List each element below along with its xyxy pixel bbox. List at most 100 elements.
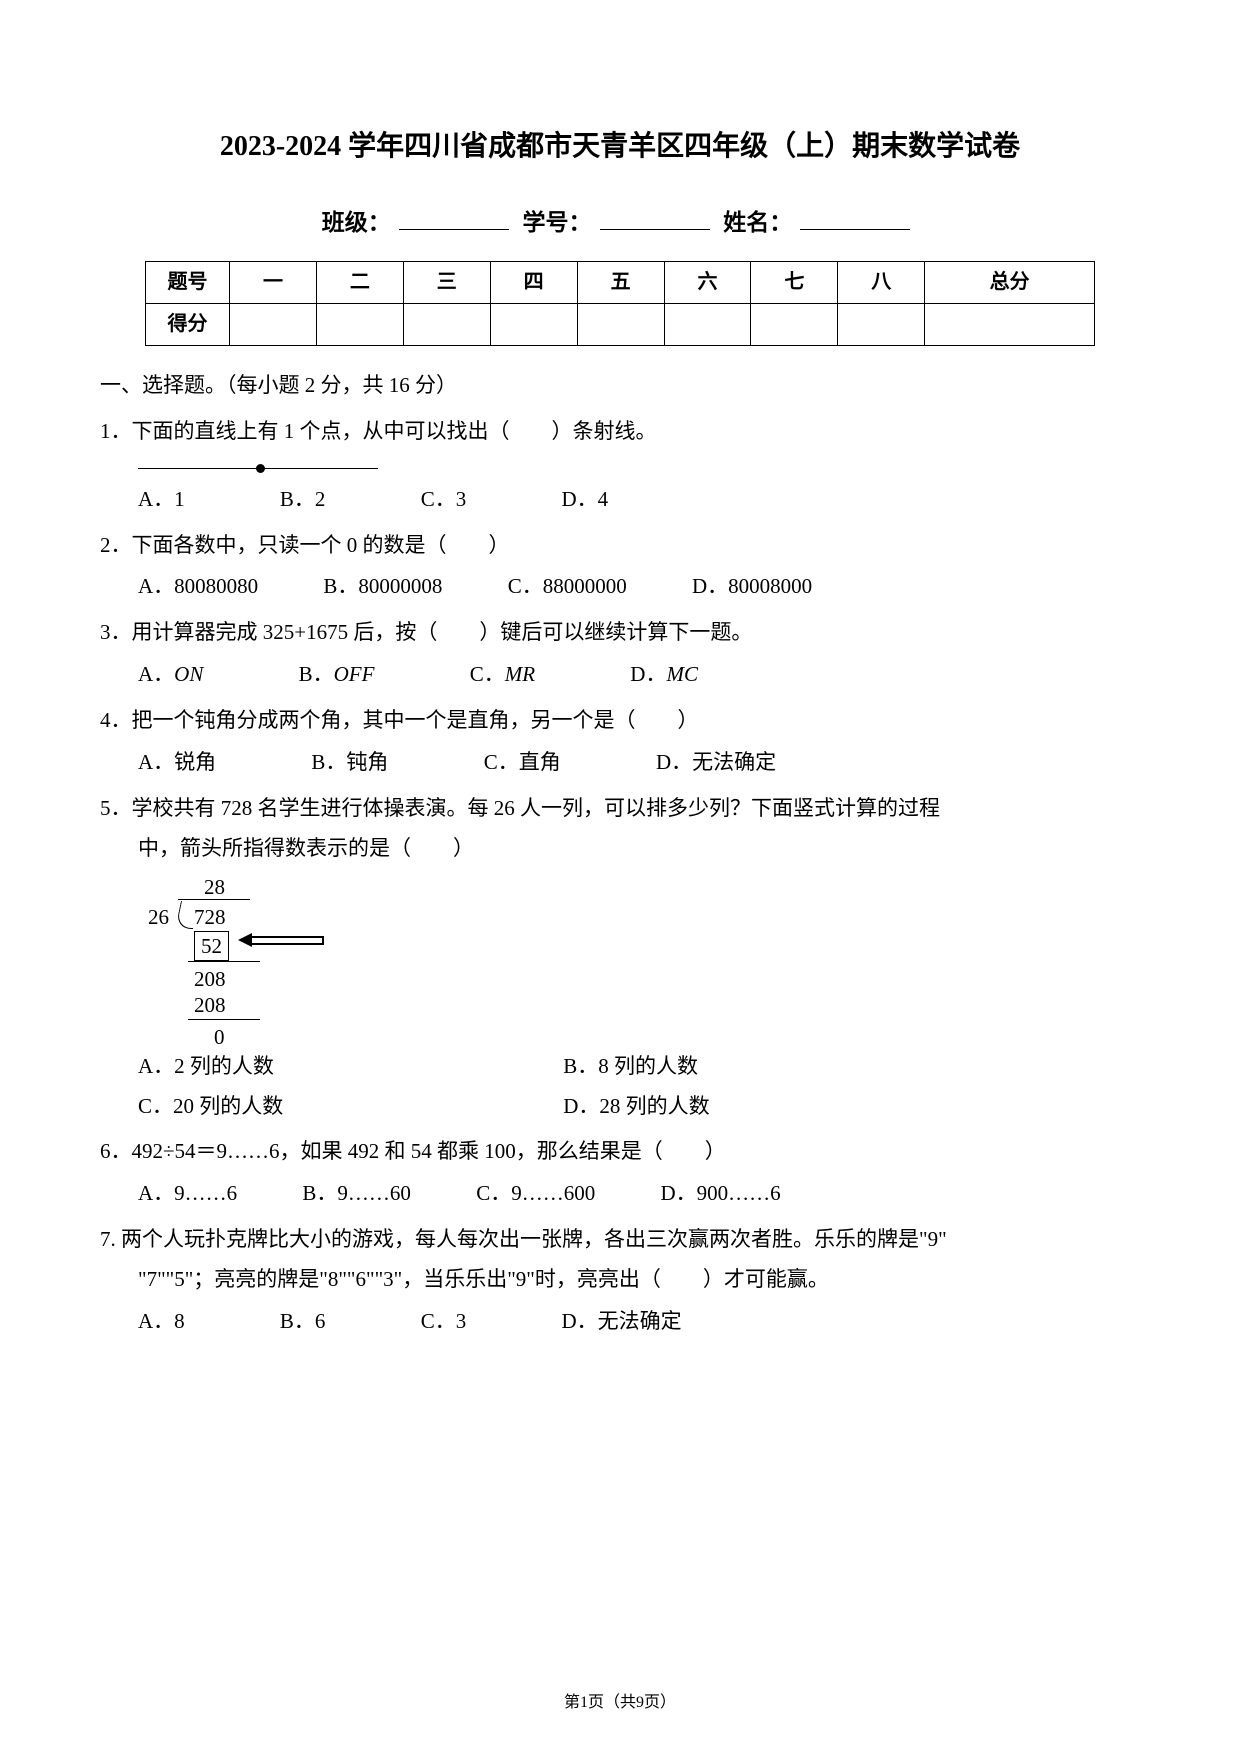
- q3-opt-a: A．ON: [138, 655, 203, 695]
- q3-b-val: OFF: [334, 662, 375, 686]
- score-col-8: 八: [838, 261, 925, 303]
- page-footer: 第1页（共9页）: [0, 1688, 1240, 1718]
- q1-opt-b: B．2: [280, 480, 326, 520]
- question-3: 3．用计算器完成 325+1675 后，按（ ）键后可以继续计算下一题。 A．O…: [100, 613, 1140, 695]
- q6-opt-a: A．9……6: [138, 1174, 237, 1214]
- q1-opt-c: C．3: [421, 480, 467, 520]
- score-col-2: 二: [316, 261, 403, 303]
- question-1: 1．下面的直线上有 1 个点，从中可以找出（ ）条射线。 A．1 B．2 C．3…: [100, 412, 1140, 520]
- q2-stem: 2．下面各数中，只读一个 0 的数是（ ）: [100, 526, 1140, 566]
- q4-stem: 4．把一个钝角分成两个角，其中一个是直角，另一个是（ ）: [100, 701, 1140, 741]
- q5-arrow-shaft-top: [252, 936, 322, 938]
- score-cell-6: [664, 303, 751, 345]
- q3-options: A．ON B．OFF C．MR D．MC: [100, 655, 1140, 695]
- score-cell-4: [490, 303, 577, 345]
- q5-stem1: 5．学校共有 728 名学生进行体操表演。每 26 人一列，可以排多少列？下面竖…: [100, 789, 1140, 829]
- student-info-line: 班级： 学号： 姓名：: [100, 201, 1140, 245]
- score-value-row: 得分: [146, 303, 1095, 345]
- q2-options: A．80080080 B．80000008 C．88000000 D．80008…: [100, 567, 1140, 607]
- question-6: 6．492÷54＝9……6，如果 492 和 54 都乘 100，那么结果是（ …: [100, 1132, 1140, 1214]
- class-blank: [399, 205, 509, 230]
- name-blank: [800, 205, 910, 230]
- q5-rem1: 208: [194, 965, 226, 993]
- q3-opt-d: D．MC: [630, 655, 698, 695]
- question-7: 7. 两个人玩扑克牌比大小的游戏，每人每次出一张牌，各出三次赢两次者胜。乐乐的牌…: [100, 1220, 1140, 1342]
- q5-opt-d: D．28 列的人数: [563, 1087, 983, 1127]
- q1-options: A．1 B．2 C．3 D．4: [100, 480, 1140, 520]
- score-table: 题号 一 二 三 四 五 六 七 八 总分 得分: [145, 261, 1095, 346]
- q5-opt-a: A．2 列的人数: [138, 1047, 558, 1087]
- q4-opt-c: C．直角: [484, 743, 561, 783]
- question-2: 2．下面各数中，只读一个 0 的数是（ ） A．80080080 B．80000…: [100, 526, 1140, 608]
- q4-options: A．锐角 B．钝角 C．直角 D．无法确定: [100, 743, 1140, 783]
- section-1-heading: 一、选择题。（每小题 2 分，共 16 分）: [100, 366, 1140, 406]
- q1-figure: [138, 462, 378, 476]
- score-col-3: 三: [403, 261, 490, 303]
- class-label: 班级：: [322, 210, 391, 235]
- q7-opt-d: D．无法确定: [561, 1302, 681, 1342]
- q7-opt-b: B．6: [280, 1302, 326, 1342]
- q3-a-val: ON: [174, 662, 203, 686]
- q5-arrow-shaft-bot: [252, 943, 322, 945]
- q5-opt-b: B．8 列的人数: [563, 1047, 983, 1087]
- id-label: 学号：: [523, 210, 592, 235]
- q1-opt-d: D．4: [561, 480, 608, 520]
- score-col-6: 六: [664, 261, 751, 303]
- score-col-5: 五: [577, 261, 664, 303]
- q1-point: [256, 464, 265, 473]
- q5-divisor: 26: [148, 903, 169, 931]
- q2-opt-c: C．88000000: [508, 567, 627, 607]
- q1-opt-a: A．1: [138, 480, 185, 520]
- q4-opt-d: D．无法确定: [656, 743, 776, 783]
- q6-opt-c: C．9……600: [476, 1174, 595, 1214]
- question-5: 5．学校共有 728 名学生进行体操表演。每 26 人一列，可以排多少列？下面竖…: [100, 789, 1140, 1127]
- q3-c-val: MR: [505, 662, 535, 686]
- score-cell-9: [925, 303, 1095, 345]
- q5-arrow-head: [238, 933, 252, 947]
- q5-opt-c: C．20 列的人数: [138, 1087, 558, 1127]
- question-4: 4．把一个钝角分成两个角，其中一个是直角，另一个是（ ） A．锐角 B．钝角 C…: [100, 701, 1140, 783]
- exam-title: 2023-2024 学年四川省成都市天青羊区四年级（上）期末数学试卷: [100, 120, 1140, 173]
- q2-opt-b: B．80000008: [323, 567, 442, 607]
- score-cell-7: [751, 303, 838, 345]
- score-col-7: 七: [751, 261, 838, 303]
- score-col-0: 题号: [146, 261, 230, 303]
- score-cell-5: [577, 303, 664, 345]
- name-label: 姓名：: [723, 210, 792, 235]
- q7-stem2: "7""5"；亮亮的牌是"8""6""3"，当乐乐出"9"时，亮亮出（ ）才可能…: [100, 1260, 1140, 1300]
- score-col-1: 一: [230, 261, 317, 303]
- q5-bar3: [188, 1019, 260, 1021]
- q7-options: A．8 B．6 C．3 D．无法确定: [100, 1302, 1140, 1342]
- score-cell-1: [230, 303, 317, 345]
- q7-opt-a: A．8: [138, 1302, 185, 1342]
- q5-arrow-shaft-end: [322, 936, 324, 945]
- q5-stem2: 中，箭头所指得数表示的是（ ）: [100, 829, 1140, 869]
- score-col-9: 总分: [925, 261, 1095, 303]
- q6-opt-b: B．9……60: [302, 1174, 411, 1214]
- q7-opt-c: C．3: [421, 1302, 467, 1342]
- score-cell-2: [316, 303, 403, 345]
- q5-quotient: 28: [204, 873, 225, 901]
- q1-stem: 1．下面的直线上有 1 个点，从中可以找出（ ）条射线。: [100, 412, 1140, 452]
- q5-zero: 0: [214, 1023, 225, 1051]
- q5-options: A．2 列的人数 B．8 列的人数 C．20 列的人数 D．28 列的人数: [100, 1047, 1140, 1127]
- score-cell-8: [838, 303, 925, 345]
- q5-long-division: 28 26 728 52 208 208 0: [138, 873, 458, 1043]
- q5-sub1-boxed: 52: [194, 931, 229, 961]
- q6-stem: 6．492÷54＝9……6，如果 492 和 54 都乘 100，那么结果是（ …: [100, 1132, 1140, 1172]
- score-col-4: 四: [490, 261, 577, 303]
- q5-bar1: [178, 899, 250, 901]
- q5-dividend: 728: [194, 903, 226, 931]
- q6-options: A．9……6 B．9……60 C．9……600 D．900……6: [100, 1174, 1140, 1214]
- q3-opt-c: C．MR: [470, 655, 535, 695]
- q4-opt-a: A．锐角: [138, 743, 216, 783]
- q7-stem1: 7. 两个人玩扑克牌比大小的游戏，每人每次出一张牌，各出三次赢两次者胜。乐乐的牌…: [100, 1220, 1140, 1260]
- q2-opt-a: A．80080080: [138, 567, 258, 607]
- id-blank: [600, 205, 710, 230]
- q2-opt-d: D．80008000: [692, 567, 812, 607]
- q5-bar2: [188, 961, 260, 963]
- q4-opt-b: B．钝角: [311, 743, 388, 783]
- q3-stem: 3．用计算器完成 325+1675 后，按（ ）键后可以继续计算下一题。: [100, 613, 1140, 653]
- score-row-label: 得分: [146, 303, 230, 345]
- q6-opt-d: D．900……6: [660, 1174, 780, 1214]
